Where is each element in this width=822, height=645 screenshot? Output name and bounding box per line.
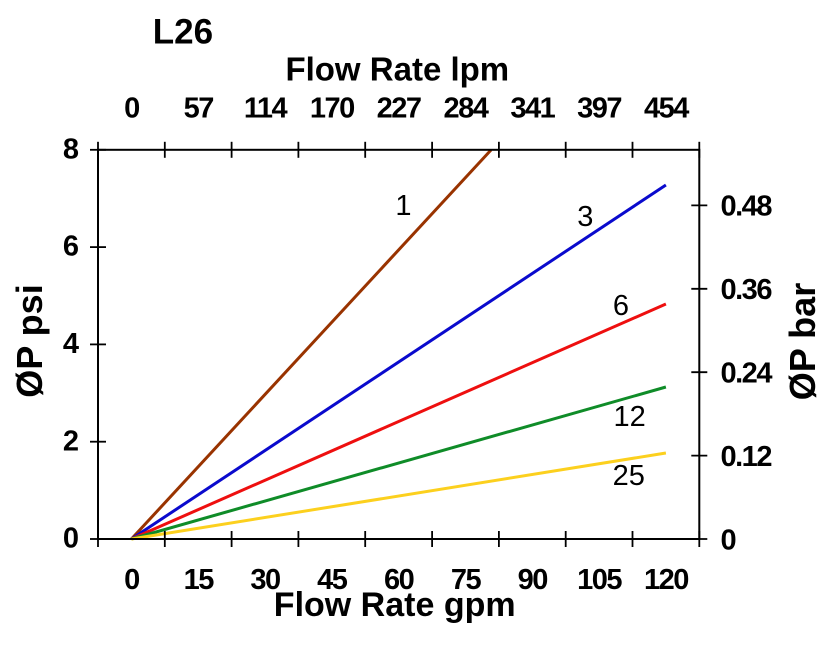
svg-text:60: 60	[384, 564, 414, 596]
svg-text:3: 3	[577, 201, 593, 233]
svg-text:90: 90	[518, 564, 548, 596]
svg-text:0.36: 0.36	[721, 274, 773, 306]
svg-text:8: 8	[63, 133, 79, 165]
svg-text:0: 0	[63, 523, 79, 555]
svg-text:170: 170	[310, 93, 354, 125]
svg-text:0.12: 0.12	[721, 441, 772, 473]
svg-text:57: 57	[184, 93, 214, 125]
svg-text:45: 45	[317, 564, 348, 596]
svg-text:Flow Rate gpm: Flow Rate gpm	[274, 586, 516, 624]
svg-text:1: 1	[395, 190, 411, 222]
svg-text:6: 6	[63, 231, 79, 263]
svg-text:284: 284	[444, 93, 489, 125]
svg-text:454: 454	[644, 93, 689, 125]
svg-text:114: 114	[244, 93, 288, 125]
svg-text:15: 15	[184, 564, 215, 596]
svg-text:0: 0	[124, 564, 139, 596]
svg-text:6: 6	[613, 290, 629, 322]
svg-text:ØP psi: ØP psi	[9, 284, 50, 397]
svg-text:0: 0	[721, 524, 736, 556]
svg-text:341: 341	[510, 93, 555, 125]
svg-text:25: 25	[613, 460, 645, 492]
svg-text:75: 75	[451, 564, 482, 596]
svg-text:0.48: 0.48	[721, 191, 773, 223]
svg-text:0.24: 0.24	[721, 358, 773, 390]
svg-text:0: 0	[124, 93, 139, 125]
svg-text:ØP bar: ØP bar	[782, 283, 822, 400]
svg-text:4: 4	[63, 328, 79, 360]
svg-text:397: 397	[577, 93, 621, 125]
svg-text:Flow Rate lpm: Flow Rate lpm	[285, 51, 509, 88]
svg-text:120: 120	[644, 564, 688, 596]
svg-text:12: 12	[613, 401, 645, 433]
svg-text:30: 30	[250, 564, 280, 596]
svg-text:227: 227	[377, 93, 421, 125]
svg-text:L26: L26	[153, 13, 213, 52]
svg-text:105: 105	[577, 564, 622, 596]
svg-text:2: 2	[63, 425, 79, 457]
